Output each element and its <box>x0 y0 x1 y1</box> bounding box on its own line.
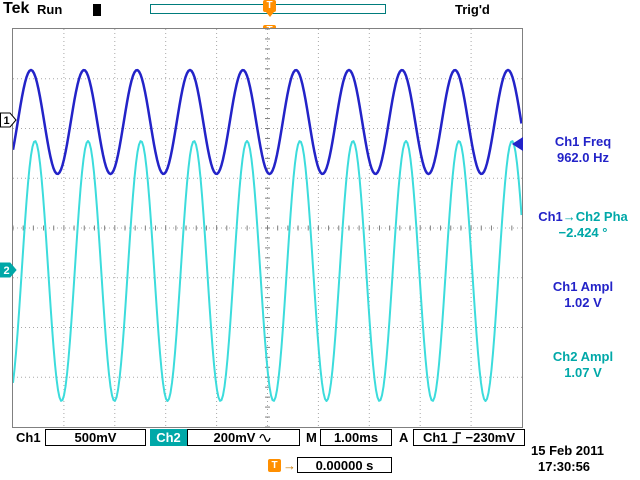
measurement-ch1-freq: Ch1 Freq 962.0 Hz <box>526 134 640 166</box>
measurement-phase: Ch1→Ch2 Pha −2.424 ° <box>526 209 640 241</box>
trigger-time-arrow-glyph: → <box>283 458 296 473</box>
measurement-ch2-ampl: Ch2 Ampl 1.07 V <box>526 349 640 381</box>
waveform-display <box>11 28 523 428</box>
channel1-marker-shape <box>0 112 17 128</box>
measurement-value: 962.0 Hz <box>556 150 610 165</box>
time-text: 17:30:56 <box>538 459 591 474</box>
trigger-position-marker: T <box>263 0 276 17</box>
ch1-scale-value: 500mV <box>74 430 117 445</box>
measurement-value: −2.424 ° <box>558 225 608 240</box>
trigger-source-label: A <box>399 430 409 445</box>
tek-logo: Tek <box>3 0 30 17</box>
channel1-marker-label: 1 <box>4 115 10 127</box>
measurement-value: 1.07 V <box>564 365 602 380</box>
trigger-status: Trig'd <box>455 2 490 17</box>
measurement-label: Ch1 Ampl <box>552 279 614 294</box>
timebase-label: M <box>306 430 317 445</box>
trigger-level-arrow <box>512 137 523 151</box>
ch2-waveform <box>12 140 523 402</box>
timebase-value: 1.00ms <box>333 430 379 445</box>
phase-target-label: →Ch2 Pha <box>562 209 628 224</box>
ch1-scale-box: 500mV <box>45 429 146 446</box>
channel1-marker: 1 <box>0 112 17 128</box>
ch1-scale-label: Ch1 <box>16 430 41 445</box>
trigger-source-value: Ch1 <box>422 430 448 445</box>
graticule <box>11 28 523 428</box>
trigger-readout-box: Ch1 −230mV <box>413 429 525 446</box>
measurement-label: Ch2 Ampl <box>552 349 614 364</box>
measurement-label: Ch1 Freq <box>554 134 612 149</box>
measurement-value: 1.02 V <box>564 295 602 310</box>
rising-edge-icon <box>452 432 461 444</box>
measurement-ch1-ampl: Ch1 Ampl 1.02 V <box>526 279 640 311</box>
channel2-marker: 2 <box>0 262 17 278</box>
trigger-level-value: −230mV <box>465 430 516 445</box>
acquisition-icon <box>93 4 101 16</box>
date-text: 15 Feb 2011 <box>531 443 604 458</box>
ch2-badge: Ch2 <box>150 429 187 446</box>
ch1-waveform <box>11 68 523 176</box>
channel2-marker-shape <box>0 262 17 278</box>
measurement-label: Ch1→Ch2 Pha <box>526 209 640 225</box>
trigger-time-badge: T <box>268 459 281 472</box>
trigger-time-value: 0.00000 s <box>315 457 374 473</box>
trigger-position-t-badge: T <box>263 0 276 12</box>
phase-source-label: Ch1 <box>538 209 563 224</box>
channel2-marker-label: 2 <box>4 265 10 277</box>
trigger-time-value-box: 0.00000 s <box>297 457 392 473</box>
ch2-scale-value: 200mV <box>213 430 256 445</box>
ac-coupling-sine-icon <box>259 433 272 442</box>
ch2-scale-box: 200mV <box>187 429 300 446</box>
timebase-box: 1.00ms <box>320 429 392 446</box>
trigger-position-arrow-icon <box>265 12 274 17</box>
acquisition-status: Run <box>37 2 63 17</box>
